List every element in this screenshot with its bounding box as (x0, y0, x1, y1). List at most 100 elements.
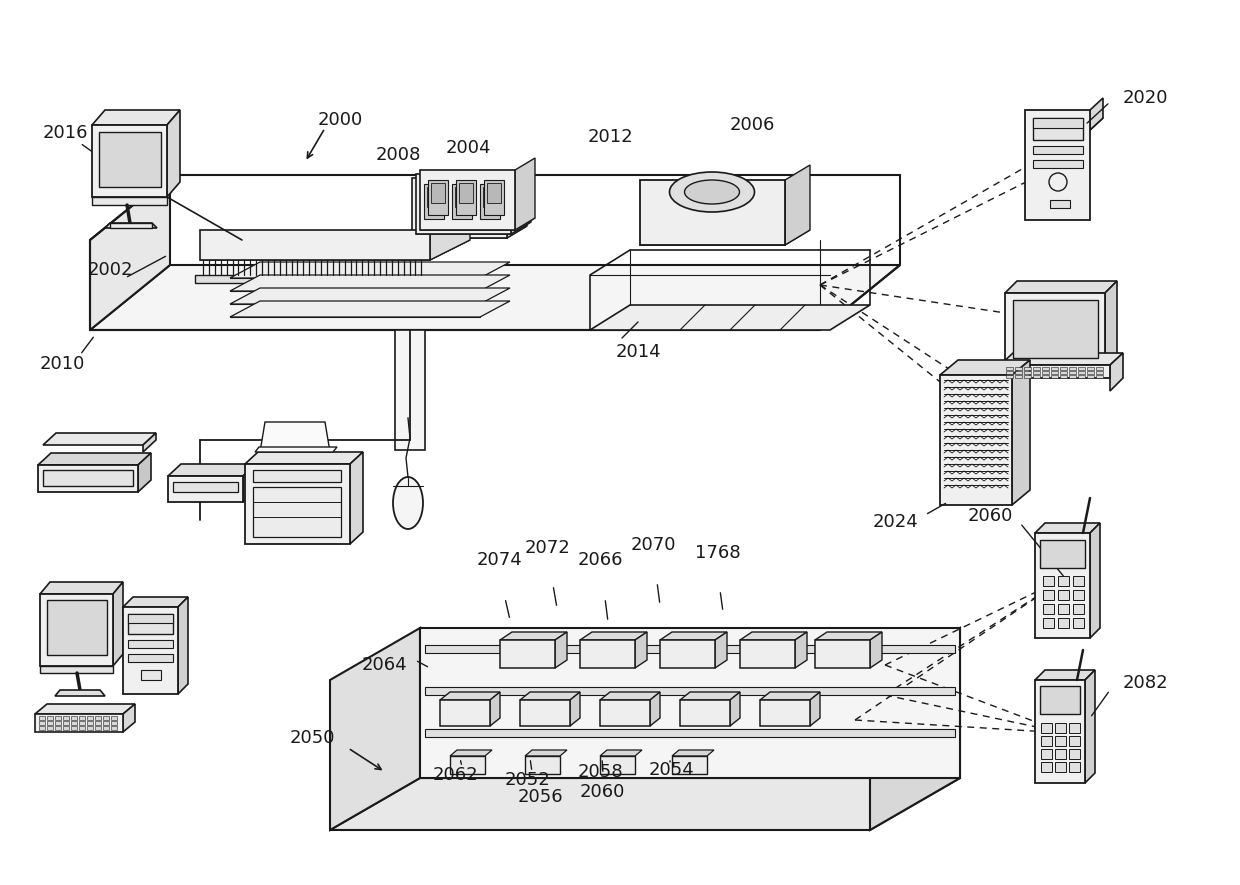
Bar (38, 721, 45, 725)
Bar (520, 700, 570, 726)
Bar (1033, 367, 1040, 370)
Bar (487, 183, 501, 203)
Bar (1016, 375, 1022, 378)
Bar (453, 184, 472, 219)
Bar (1033, 371, 1040, 374)
Bar (525, 756, 560, 774)
Bar (600, 700, 650, 726)
Polygon shape (785, 165, 810, 245)
Bar (600, 756, 635, 774)
Bar (141, 670, 161, 680)
Ellipse shape (393, 477, 423, 529)
Polygon shape (420, 218, 534, 230)
Polygon shape (229, 262, 510, 278)
Bar (1042, 375, 1049, 378)
Ellipse shape (684, 180, 739, 204)
Bar (200, 230, 430, 260)
Bar (1042, 749, 1052, 759)
Text: 2056: 2056 (517, 788, 563, 806)
Bar (1087, 367, 1094, 370)
Text: 2008: 2008 (376, 146, 420, 164)
Text: 2002: 2002 (87, 261, 133, 279)
Bar (195, 275, 435, 283)
Polygon shape (1090, 98, 1104, 130)
Bar (55, 726, 61, 730)
Polygon shape (511, 162, 531, 234)
Bar (99, 132, 161, 187)
Bar (500, 640, 556, 668)
Bar (63, 721, 69, 725)
Polygon shape (760, 692, 820, 700)
Bar (1042, 371, 1049, 374)
Bar (1013, 300, 1097, 358)
Polygon shape (507, 166, 527, 238)
Bar (87, 726, 93, 730)
Polygon shape (672, 750, 714, 756)
Polygon shape (570, 692, 580, 726)
Bar (1052, 371, 1058, 374)
Polygon shape (1012, 360, 1030, 505)
Bar (480, 184, 500, 219)
Text: 2020: 2020 (1123, 89, 1168, 107)
Bar (1069, 375, 1076, 378)
Bar (1043, 604, 1054, 614)
Bar (174, 482, 238, 492)
Bar (1078, 371, 1085, 374)
Polygon shape (1025, 118, 1104, 130)
Bar (1073, 618, 1084, 628)
Polygon shape (38, 453, 151, 465)
Text: 2074: 2074 (477, 551, 523, 569)
Bar (1073, 590, 1084, 600)
Text: 2060: 2060 (967, 507, 1013, 525)
Polygon shape (500, 632, 567, 640)
Bar (92, 197, 167, 205)
Polygon shape (167, 464, 255, 476)
Polygon shape (1004, 281, 1117, 293)
Bar (79, 716, 86, 720)
Bar (440, 700, 490, 726)
Bar (128, 654, 174, 662)
Bar (110, 223, 153, 228)
Bar (672, 756, 707, 774)
Polygon shape (138, 453, 151, 492)
Bar (63, 716, 69, 720)
Bar (95, 721, 100, 725)
Bar (43, 470, 133, 486)
Bar (1069, 367, 1076, 370)
Bar (1096, 367, 1104, 370)
Polygon shape (515, 158, 534, 230)
Text: 2016: 2016 (42, 124, 88, 142)
Polygon shape (680, 692, 740, 700)
Polygon shape (113, 582, 123, 666)
Polygon shape (229, 275, 510, 291)
Text: 2014: 2014 (615, 343, 661, 361)
Polygon shape (91, 175, 170, 330)
Polygon shape (440, 692, 500, 700)
Bar (1058, 604, 1069, 614)
Polygon shape (123, 597, 188, 607)
Bar (63, 726, 69, 730)
Bar (455, 187, 469, 207)
Bar (112, 721, 117, 725)
Bar (1033, 146, 1083, 154)
Text: 2070: 2070 (630, 536, 676, 554)
Bar (1060, 375, 1066, 378)
Bar (128, 614, 174, 623)
Polygon shape (425, 729, 955, 737)
Polygon shape (715, 632, 727, 668)
Polygon shape (105, 223, 157, 228)
Bar (87, 716, 93, 720)
Bar (484, 180, 503, 215)
Polygon shape (246, 452, 363, 464)
Bar (420, 170, 515, 230)
Polygon shape (1090, 523, 1100, 638)
Bar (450, 756, 485, 774)
Bar (253, 470, 341, 482)
Bar (1069, 723, 1080, 733)
Bar (79, 726, 86, 730)
Polygon shape (229, 288, 510, 304)
Polygon shape (425, 687, 955, 695)
Text: 2082: 2082 (1123, 674, 1168, 692)
Bar (71, 721, 77, 725)
Polygon shape (795, 632, 807, 668)
